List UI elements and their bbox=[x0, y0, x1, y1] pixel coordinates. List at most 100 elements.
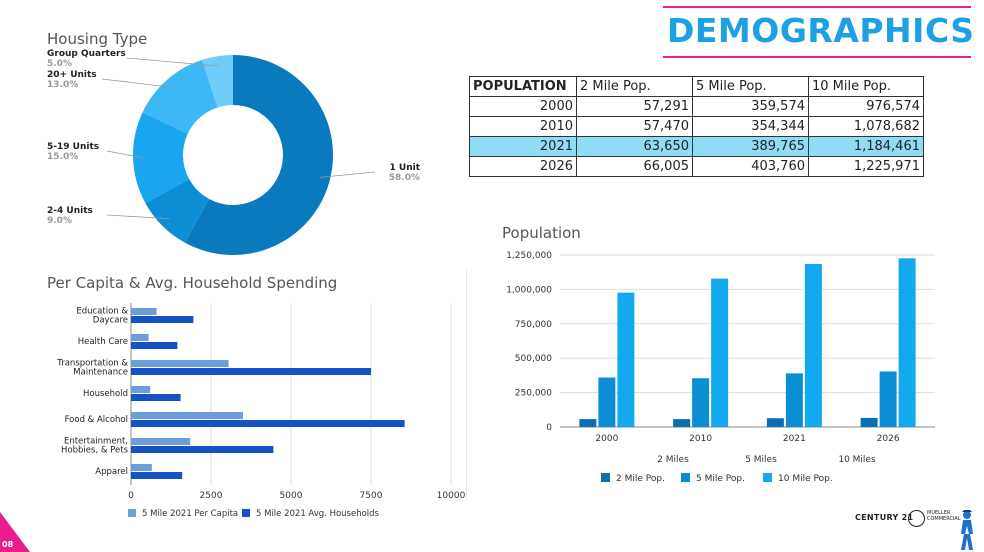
donut-slice-pct: 5.0% bbox=[47, 59, 72, 69]
table-cell-year: 2021 bbox=[469, 136, 577, 157]
x-tick-label: 5000 bbox=[280, 491, 303, 501]
legend-label: 5 Mile 2021 Per Capita bbox=[142, 509, 238, 519]
spending-bar bbox=[131, 316, 194, 323]
donut-leader-line bbox=[106, 214, 170, 220]
table-cell: 66,005 bbox=[576, 156, 693, 177]
table-cell: 1,225,971 bbox=[808, 156, 924, 177]
donut-slice-pct: 13.0% bbox=[47, 80, 78, 90]
walking-man-icon bbox=[961, 510, 973, 550]
table-cell: 389,765 bbox=[692, 136, 809, 157]
page-number: 08 bbox=[2, 540, 14, 549]
population-bar bbox=[692, 378, 710, 427]
table-header-cell: 5 Mile Pop. bbox=[692, 76, 809, 97]
category-label: Apparel bbox=[95, 467, 128, 477]
table-cell: 1,184,461 bbox=[808, 136, 924, 157]
table-header-cell: 10 Mile Pop. bbox=[808, 76, 924, 97]
table-row: 2010 57,470 354,344 1,078,682 bbox=[469, 116, 924, 137]
y-tick-label: 0 bbox=[546, 423, 552, 433]
population-table: POPULATION 2 Mile Pop. 5 Mile Pop. 10 Mi… bbox=[469, 76, 924, 177]
legend-swatch bbox=[242, 509, 250, 517]
page-header: DEMOGRAPHICS bbox=[663, 6, 974, 58]
donut-slice bbox=[202, 55, 233, 108]
y-tick-label: 500,000 bbox=[515, 354, 552, 364]
spending-chart-title: Per Capita & Avg. Household Spending bbox=[47, 274, 338, 292]
spending-bar bbox=[131, 308, 157, 315]
table-cell: 359,574 bbox=[692, 96, 809, 117]
population-sublabel: 10 Miles bbox=[838, 455, 876, 465]
table-header-cell: 2 Mile Pop. bbox=[576, 76, 693, 97]
donut-slice-label: 20+ Units bbox=[47, 70, 97, 80]
x-tick-label: 2000 bbox=[595, 434, 618, 444]
legend-label: 5 Mile Pop. bbox=[696, 474, 745, 484]
category-label: Maintenance bbox=[73, 368, 128, 378]
x-tick-label: 7500 bbox=[360, 491, 383, 501]
table-cell-year: 2000 bbox=[469, 96, 577, 117]
donut-slice-pct: 58.0% bbox=[389, 173, 420, 183]
x-tick-label: 10000 bbox=[437, 491, 466, 501]
mueller-logo-icon bbox=[908, 510, 925, 527]
spending-bar bbox=[131, 394, 181, 401]
population-chart-title: Population bbox=[502, 224, 581, 242]
x-tick-label: 2021 bbox=[783, 434, 806, 444]
population-bar bbox=[898, 258, 916, 427]
donut-leader-line bbox=[126, 57, 219, 67]
donut-slice bbox=[133, 112, 190, 204]
population-bar bbox=[617, 292, 635, 427]
population-bar bbox=[673, 419, 691, 427]
spending-bar bbox=[131, 360, 229, 367]
table-cell: 63,650 bbox=[576, 136, 693, 157]
legend-swatch bbox=[681, 473, 690, 482]
century21-logo: CENTURY 21 bbox=[855, 513, 914, 522]
category-label: Health Care bbox=[78, 337, 128, 347]
donut-slice-label: 1 Unit bbox=[390, 163, 421, 173]
x-tick-label: 2026 bbox=[877, 434, 900, 444]
page-corner-tab bbox=[0, 512, 30, 552]
table-cell-year: 2026 bbox=[469, 156, 577, 177]
category-label: Household bbox=[83, 389, 128, 399]
table-cell: 403,760 bbox=[692, 156, 809, 177]
divider bbox=[466, 270, 467, 500]
donut-slice-label: Group Quarters bbox=[47, 49, 126, 59]
population-bar-chart: 0 250,000 500,000 750,000 1,000,000 1,250,000… bbox=[506, 251, 935, 484]
legend-swatch bbox=[128, 509, 136, 517]
category-label: Food & Alcohol bbox=[65, 415, 128, 425]
spending-bar bbox=[131, 342, 178, 349]
table-cell-year: 2010 bbox=[469, 116, 577, 137]
table-header-row: POPULATION 2 Mile Pop. 5 Mile Pop. 10 Mi… bbox=[469, 76, 924, 97]
table-header-cell: POPULATION bbox=[469, 76, 577, 97]
spending-bar bbox=[131, 464, 152, 471]
housing-title: Housing Type bbox=[47, 30, 148, 48]
donut-leader-line bbox=[101, 78, 174, 88]
y-tick-label: 1,000,000 bbox=[506, 285, 552, 295]
table-row-highlighted: 2021 63,650 389,765 1,184,461 bbox=[469, 136, 924, 157]
spending-bar bbox=[131, 412, 243, 419]
table-cell: 976,574 bbox=[808, 96, 924, 117]
population-bar bbox=[804, 264, 822, 427]
spending-bar bbox=[131, 420, 405, 427]
donut-slice bbox=[184, 55, 333, 255]
y-tick-label: 1,250,000 bbox=[506, 251, 552, 261]
spending-bar bbox=[131, 438, 191, 445]
x-tick-label: 0 bbox=[128, 491, 134, 501]
spending-bar bbox=[131, 334, 149, 341]
table-cell: 57,291 bbox=[576, 96, 693, 117]
category-label: Entertainment, bbox=[64, 437, 128, 447]
population-sublabel: 2 Miles bbox=[657, 455, 689, 465]
donut-leader-line bbox=[106, 150, 144, 159]
donut-slice-pct: 9.0% bbox=[47, 216, 72, 226]
donut-slice-pct: 15.0% bbox=[47, 152, 78, 162]
population-bar bbox=[711, 278, 729, 427]
mueller-logo-line2: COMMERCIAL bbox=[927, 516, 961, 522]
table-cell: 57,470 bbox=[576, 116, 693, 137]
spending-bar bbox=[131, 386, 151, 393]
category-label: Education & bbox=[76, 307, 128, 317]
spending-bar bbox=[131, 472, 183, 479]
legend-swatch bbox=[601, 473, 610, 482]
donut-slice bbox=[142, 59, 218, 134]
category-label: Transportation & bbox=[56, 359, 128, 369]
population-bar bbox=[598, 377, 616, 427]
donut-leader-line bbox=[320, 171, 376, 178]
population-bar bbox=[785, 373, 803, 427]
population-bar bbox=[579, 419, 597, 427]
